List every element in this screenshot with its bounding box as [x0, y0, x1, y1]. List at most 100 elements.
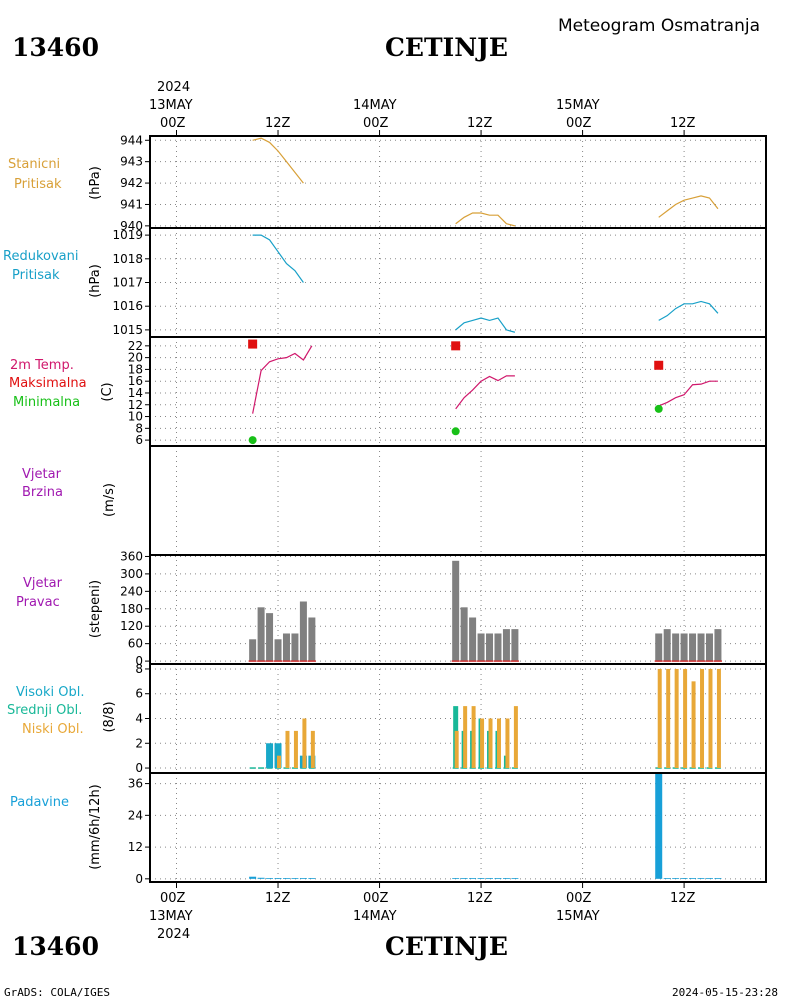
panel-frame — [149, 135, 767, 229]
wind-direction-bar — [672, 633, 680, 662]
top-date-1: 13MAY — [149, 98, 193, 113]
reduced-pressure-line — [252, 234, 304, 283]
unit-redukovani: (hPa) — [88, 264, 103, 298]
temp-label-1: 2m Temp. — [10, 358, 74, 373]
wind-direction-bar — [714, 629, 722, 662]
bottom-hour-1: 00Z — [160, 891, 186, 906]
redukovani-label-2: Pritisak — [12, 268, 60, 283]
precipitation-bar — [452, 878, 460, 879]
wind-direction-bar — [282, 633, 290, 662]
bottom-date-1: 13MAY — [149, 909, 193, 924]
srednji-label: Srednji Obl. — [7, 703, 82, 718]
min-temp-marker — [654, 404, 663, 413]
wind-direction-bar — [477, 633, 485, 662]
unit-oblaci: (8/8) — [102, 701, 117, 732]
high-cloud-bar — [266, 743, 274, 769]
low-cloud-bar — [488, 718, 493, 769]
low-cloud-bar — [505, 718, 510, 769]
temp-label-2: Maksimalna — [9, 376, 87, 391]
temperature-line — [252, 345, 313, 414]
temp-label-3: Minimalna — [13, 395, 80, 410]
precipitation-bar — [663, 878, 671, 879]
wind-direction-bar — [689, 633, 697, 662]
top-hour-6: 12Z — [670, 116, 696, 131]
low-cloud-bar — [293, 730, 298, 769]
wind-direction-bar — [486, 633, 494, 662]
precipitation-bar — [502, 878, 510, 879]
precipitation-bar — [655, 773, 663, 879]
wind-direction-bar — [308, 617, 316, 662]
y-tick-label: 1016 — [112, 299, 143, 313]
y-tick-label: 20 — [128, 351, 143, 365]
y-tick-label: 1015 — [112, 323, 143, 337]
low-cloud-bar — [674, 668, 679, 769]
station-name-bottom: CETINJE — [385, 932, 508, 961]
bottom-hour-4: 12Z — [467, 891, 493, 906]
niski-label: Niski Obl. — [22, 722, 84, 737]
station-pressure-line — [252, 137, 304, 184]
station-id-bottom: 13460 — [12, 932, 99, 961]
timestamp-label: 2024-05-15-23:28 — [672, 986, 778, 999]
y-tick-label: 0 — [135, 761, 143, 775]
brzina-label-1: Vjetar — [22, 467, 62, 482]
precipitation-bar — [469, 878, 477, 879]
bottom-hour-5: 00Z — [566, 891, 592, 906]
y-tick-label: 10 — [128, 410, 143, 424]
precipitation-bar — [714, 878, 722, 879]
y-tick-label: 1017 — [112, 276, 143, 290]
y-tick-label: 60 — [128, 637, 143, 651]
y-tick-label: 1019 — [112, 228, 143, 242]
low-cloud-bar — [310, 730, 315, 769]
visoki-label: Visoki Obl. — [16, 685, 84, 700]
wind-direction-bar — [469, 617, 477, 662]
top-hour-3: 00Z — [363, 116, 389, 131]
max-temp-marker — [654, 360, 664, 370]
bottom-date-3: 15MAY — [556, 909, 600, 924]
station-id-top: 13460 — [12, 33, 99, 62]
wind-direction-bar — [249, 639, 257, 662]
precipitation-bar — [274, 878, 282, 879]
precipitation-bar — [705, 878, 713, 879]
high-cloud-bar — [274, 743, 282, 769]
precipitation-bar — [257, 877, 265, 879]
top-date-3: 15MAY — [556, 98, 600, 113]
y-tick-label: 16 — [128, 374, 143, 388]
y-tick-label: 0 — [135, 654, 143, 668]
top-hour-4: 12Z — [467, 116, 493, 131]
precipitation-bar — [282, 878, 290, 879]
bottom-hour-3: 00Z — [363, 891, 389, 906]
unit-stanicni: (hPa) — [88, 166, 103, 200]
precipitation-bar — [697, 878, 705, 879]
low-cloud-bar — [496, 718, 501, 769]
y-tick-label: 240 — [120, 584, 143, 598]
min-temp-marker — [451, 427, 460, 436]
low-cloud-bar — [716, 668, 721, 769]
precipitation-bar — [477, 878, 485, 879]
wind-direction-bar — [291, 633, 299, 662]
panel-frame — [149, 445, 767, 556]
precipitation-bar — [308, 878, 316, 879]
low-cloud-bar — [657, 668, 662, 769]
pravac-label-2: Pravac — [16, 595, 60, 610]
bottom-hour-2: 12Z — [265, 891, 291, 906]
y-tick-label: 14 — [128, 386, 143, 400]
precipitation-bar — [291, 878, 299, 879]
wind-direction-bar — [655, 633, 663, 662]
wind-direction-bar — [266, 613, 274, 662]
y-tick-label: 940 — [120, 219, 143, 233]
station-pressure-line — [455, 212, 516, 227]
low-cloud-bar — [700, 668, 705, 769]
bottom-date-2: 14MAY — [353, 909, 397, 924]
low-cloud-bar — [285, 730, 290, 769]
low-cloud-bar — [277, 755, 282, 769]
low-cloud-bar — [666, 668, 671, 769]
low-cloud-bar — [302, 718, 307, 769]
wind-direction-bar — [705, 633, 713, 662]
y-tick-label: 24 — [128, 808, 143, 822]
y-tick-label: 2 — [135, 736, 143, 750]
y-tick-label: 12 — [128, 840, 143, 854]
precipitation-bar — [249, 876, 257, 879]
unit-brzina: (m/s) — [102, 483, 117, 517]
padavine-label: Padavine — [10, 795, 69, 810]
